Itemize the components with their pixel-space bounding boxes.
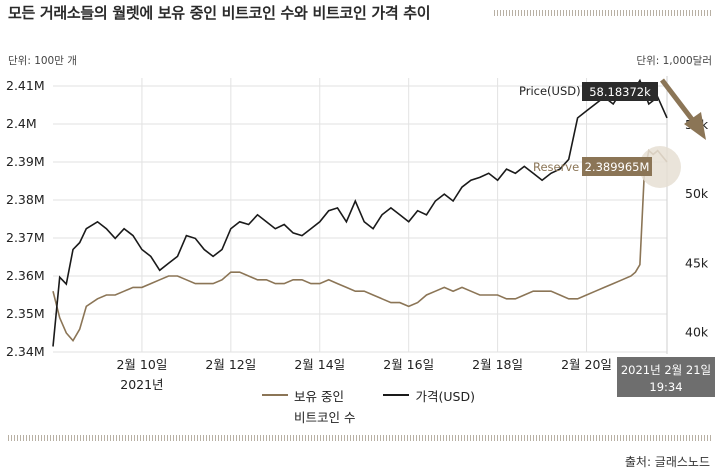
legend-reserve: 보유 중인 비트코인 수 xyxy=(262,386,355,428)
y-left-tick-label: 2.34M xyxy=(6,344,45,359)
source-credit: 출처: 글래스노드 xyxy=(624,455,710,469)
y-right-tick-label: 50k xyxy=(685,186,709,201)
date-callout-box xyxy=(617,357,715,397)
left-axis-ticks: 2.34M 2.35M 2.36M 2.37M 2.38M 2.39M 2.4M 2.41M xyxy=(6,78,45,359)
chart-title: 모든 거래소들의 월렛에 보유 중인 비트코인 수와 비트코인 가격 추이 xyxy=(8,4,431,22)
reserve-series-line xyxy=(52,149,668,342)
y-left-tick-label: 2.36M xyxy=(6,268,45,283)
y-right-tick-label: 45k xyxy=(685,255,709,270)
x-tick-sublabel: 2021년 xyxy=(120,377,163,392)
y-left-tick-label: 2.38M xyxy=(6,192,45,207)
legend-reserve-label-1: 보유 중인 xyxy=(294,389,344,404)
trend-arrow-shaft xyxy=(660,78,696,124)
reserve-callout-box xyxy=(582,157,652,176)
x-tick-label: 2월 18일 xyxy=(472,357,523,372)
right-axis-unit: 단위: 1,000달러 xyxy=(636,55,712,67)
chart-canvas: 2.34M2.35M2.36M2.37M2.38M2.39M2.4M2.41M … xyxy=(6,76,715,397)
title-dotted-rule xyxy=(494,10,712,16)
date-callout-line1: 2021년 2월 21일 xyxy=(621,363,711,377)
right-axis-ticks: 40k45k50k55k xyxy=(685,117,709,340)
grid-lines xyxy=(53,76,668,354)
x-tick-label: 2월 14일 xyxy=(294,357,345,372)
legend-price-label: 가격(USD) xyxy=(415,389,475,404)
x-tick-label: 2월 20일 xyxy=(561,357,612,372)
reserve-highlight-circle xyxy=(639,146,681,188)
legend-price-swatch xyxy=(383,394,410,396)
price-callout-label: Price(USD) xyxy=(519,84,581,98)
x-tick-label: 2월 16일 xyxy=(383,357,434,372)
price-callout-box xyxy=(582,82,658,101)
reserve-callout-label: Reserve xyxy=(533,160,579,174)
legend-reserve-label-2: 비트코인 수 xyxy=(294,410,356,425)
trend-arrow-head xyxy=(684,112,706,140)
x-tick-label: 2월 12일 xyxy=(205,357,256,372)
y-left-tick-label: 2.41M xyxy=(6,78,45,93)
y-left-tick-label: 2.35M xyxy=(6,306,45,321)
bottom-dotted-rule xyxy=(8,435,712,441)
annotations: Price(USD) 58.18372k Reserve 2.389965M 2021년… xyxy=(519,78,715,397)
reserve-callout-value: 2.389965M xyxy=(585,160,650,174)
price-callout-value: 58.18372k xyxy=(589,85,651,99)
date-callout-line2: 19:34 xyxy=(649,380,682,394)
y-left-tick-label: 2.37M xyxy=(6,230,45,245)
y-left-tick-label: 2.39M xyxy=(6,154,45,169)
x-tick-label: 2월 10일 xyxy=(116,357,167,372)
x-axis-ticks: 2월 10일 2월 12일 2월 14일 2월 16일 2월 18일 2월 20일 2021… xyxy=(116,357,611,392)
price-series-line xyxy=(52,78,668,347)
left-axis-unit: 단위: 100만 개 xyxy=(8,55,77,67)
y-left-tick-label: 2.4M xyxy=(6,116,37,131)
y-right-tick-label: 40k xyxy=(685,325,709,340)
legend: 보유 중인 비트코인 수 가격(USD) xyxy=(262,386,475,428)
legend-reserve-swatch xyxy=(262,394,288,396)
legend-price: 가격(USD) xyxy=(383,386,475,428)
